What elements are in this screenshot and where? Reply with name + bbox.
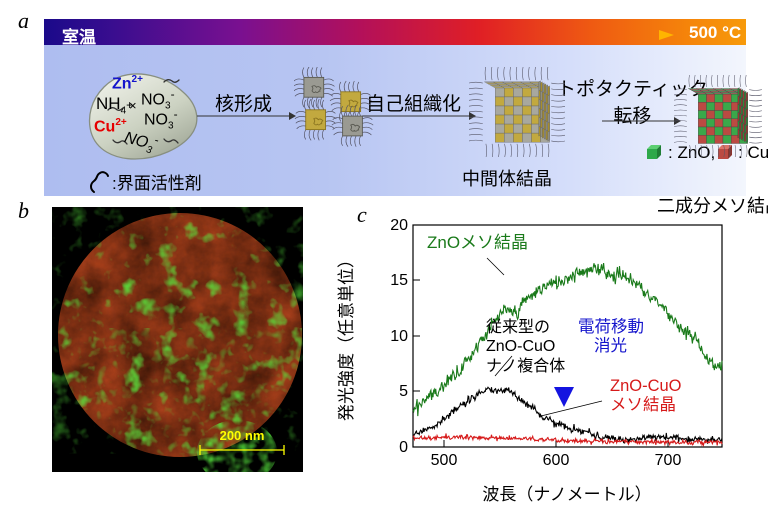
svg-text:5: 5 — [399, 383, 408, 400]
svg-text:200 nm: 200 nm — [220, 428, 265, 443]
svg-text:0: 0 — [399, 439, 408, 456]
svg-text:15: 15 — [390, 272, 408, 289]
svg-text:メソ結晶: メソ結晶 — [610, 395, 676, 414]
svg-text:電荷移動: 電荷移動 — [578, 317, 644, 336]
svg-text:700: 700 — [655, 452, 682, 469]
svg-text:従来型の: 従来型の — [486, 318, 550, 336]
svg-text:ZnO-CuO: ZnO-CuO — [610, 377, 682, 395]
svg-text:波長（ナノメートル）: 波長（ナノメートル） — [482, 485, 651, 504]
svg-text:20: 20 — [390, 217, 408, 234]
svg-text:600: 600 — [543, 452, 570, 469]
svg-text:ZnO-CuO: ZnO-CuO — [486, 338, 555, 355]
svg-text:発光強度（任意単位）: 発光強度（任意単位） — [337, 251, 356, 421]
svg-text:ZnOメソ結晶: ZnOメソ結晶 — [427, 233, 528, 252]
svg-text:500: 500 — [431, 452, 458, 469]
svg-text:10: 10 — [390, 328, 408, 345]
svg-text:消光: 消光 — [594, 336, 627, 355]
